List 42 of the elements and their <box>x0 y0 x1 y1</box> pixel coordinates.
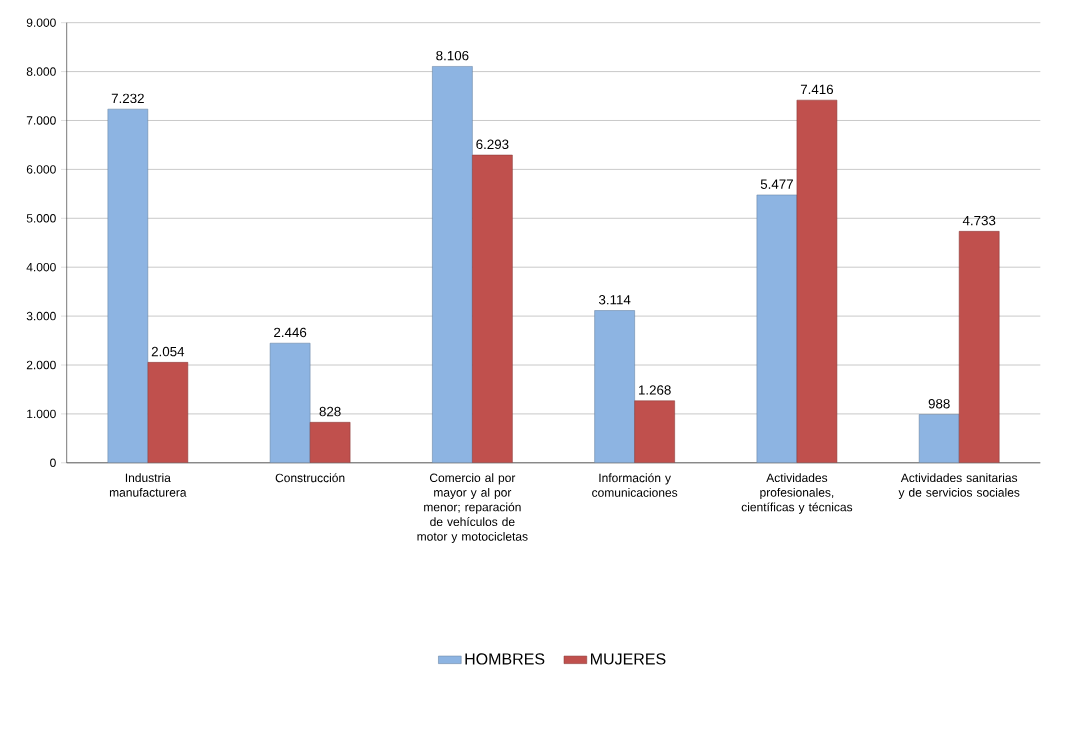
bar <box>634 400 675 463</box>
data-label: 828 <box>319 406 341 417</box>
data-label: 7.232 <box>111 93 144 103</box>
bar <box>309 421 351 463</box>
data-label: 2.054 <box>151 346 185 357</box>
bar <box>918 414 960 463</box>
data-label: 3.114 <box>598 294 631 305</box>
data-label: 988 <box>928 398 950 409</box>
bar <box>796 99 838 463</box>
data-label: 2.446 <box>274 327 307 338</box>
data-label: 4.733 <box>962 215 996 226</box>
bar <box>147 361 189 463</box>
y-tick-label: 7.000 <box>26 116 56 125</box>
y-tick-label: 2.000 <box>26 360 56 370</box>
bar <box>432 66 473 463</box>
x-tick-label: Actividades sanitarias y de servicios sociales <box>898 473 1020 499</box>
data-label: 8.106 <box>436 50 469 61</box>
bar <box>958 230 1000 463</box>
x-tick-label: Comercio al por mayor y al por menor; reparación de vehículos de motor y motocicletas <box>417 473 528 543</box>
bar <box>107 108 149 463</box>
bar <box>756 194 798 463</box>
y-tick-label: 6.000 <box>26 165 56 174</box>
bar <box>269 342 311 463</box>
y-tick-label: 5.000 <box>26 213 56 223</box>
legend-label: MUJERES <box>591 653 666 665</box>
y-tick-label: 8.000 <box>26 67 56 76</box>
x-tick-label: Construcción <box>275 473 345 483</box>
data-label: 5.477 <box>760 179 793 189</box>
y-tick-label: 1.000 <box>27 409 56 419</box>
y-tick-label: 0 <box>50 458 56 467</box>
y-tick-label: 4.000 <box>26 262 56 272</box>
x-tick-label: Información y comunicaciones <box>592 473 678 497</box>
y-tick-label: 3.000 <box>26 311 56 321</box>
x-tick-label: Actividades profesionales, científicas y técnicas <box>741 473 853 514</box>
data-label: 6.293 <box>476 139 509 149</box>
bar <box>472 154 513 463</box>
y-tick-label: 9.000 <box>26 18 56 27</box>
bar <box>594 310 635 463</box>
data-label: 1.268 <box>638 385 671 395</box>
data-label: 7.416 <box>800 84 834 94</box>
x-tick-label: Industria manufacturera <box>109 473 187 497</box>
legend-label: HOMBRES <box>465 653 545 665</box>
